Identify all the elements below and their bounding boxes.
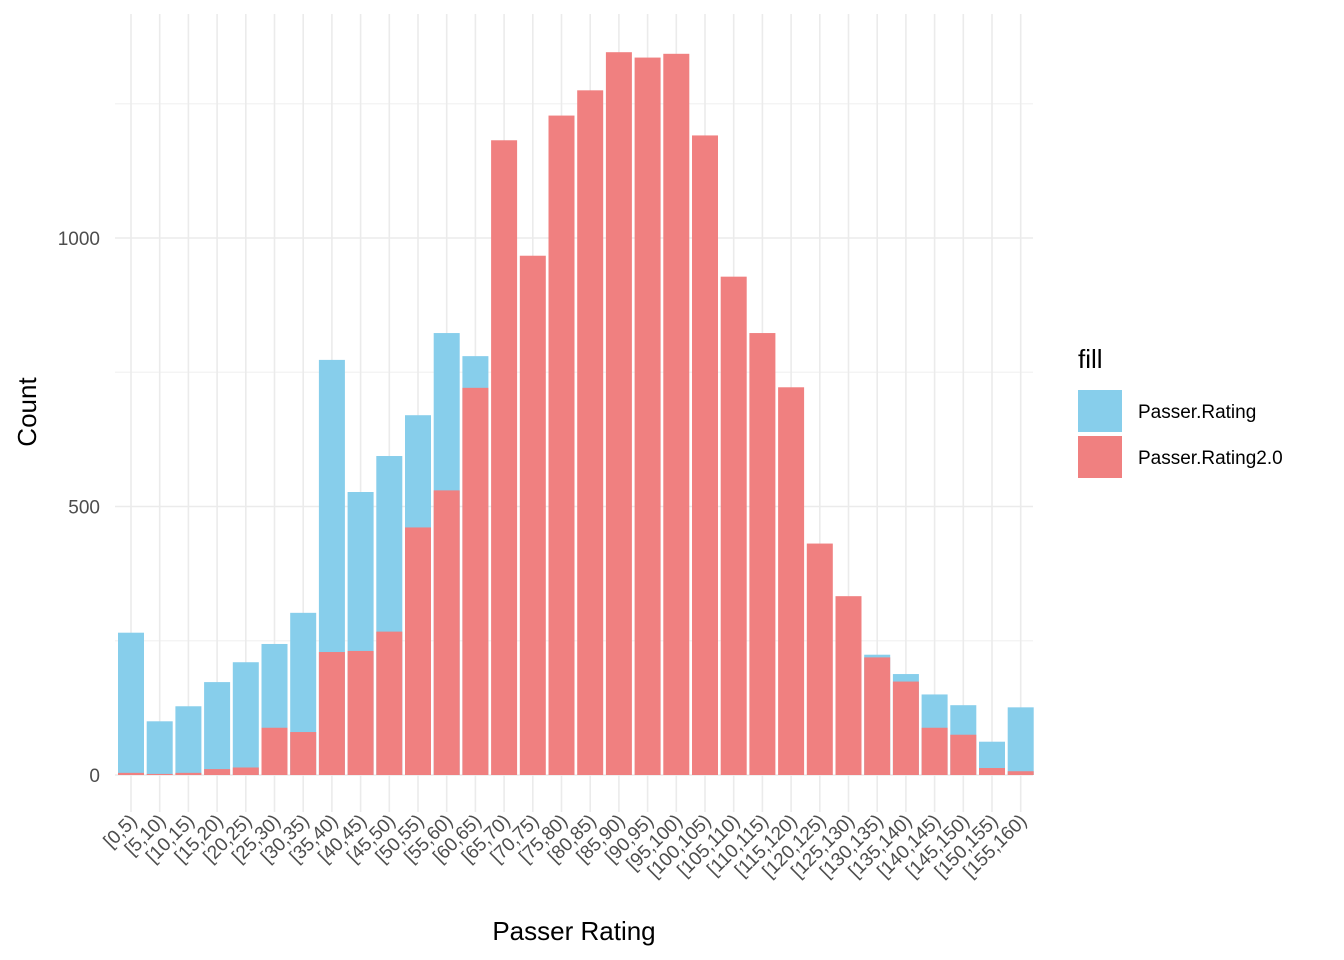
bar-passer-rating2-0 bbox=[979, 768, 1005, 775]
bar-passer-rating2-0 bbox=[232, 767, 259, 775]
bar-passer-rating2-0 bbox=[347, 650, 374, 775]
bar-passer-rating2-0 bbox=[692, 135, 718, 776]
legend-label: Passer.Rating bbox=[1138, 402, 1256, 423]
bar-passer-rating2-0 bbox=[204, 769, 231, 775]
y-tick-label: 500 bbox=[68, 498, 100, 519]
bar-passer-rating2-0 bbox=[1007, 771, 1034, 775]
bar-passer-rating2-0 bbox=[835, 596, 862, 775]
bar-passer-rating2-0 bbox=[290, 732, 317, 775]
bar-passer-rating2-0 bbox=[405, 527, 431, 775]
bar-passer-rating bbox=[204, 682, 231, 775]
bar-passer-rating2-0 bbox=[462, 387, 489, 775]
y-axis-ticks: 0 500 1000 bbox=[58, 229, 100, 787]
y-axis-title: Count bbox=[12, 377, 42, 447]
bar-passer-rating2-0 bbox=[806, 543, 833, 775]
legend-label: Passer.Rating2.0 bbox=[1138, 448, 1283, 469]
x-axis-ticks: [0,5)[5,10)[10,15)[15,20)[20,25)[25,30)[… bbox=[100, 811, 1031, 883]
bar-passer-rating2-0 bbox=[146, 773, 173, 775]
bar-passer-rating2-0 bbox=[175, 772, 202, 775]
bar-passer-rating2-0 bbox=[921, 727, 948, 775]
bar-passer-rating2-0 bbox=[548, 115, 575, 775]
bar-passer-rating2-0 bbox=[778, 387, 805, 775]
bar-passer-rating2-0 bbox=[376, 631, 403, 775]
bar-passer-rating2-0 bbox=[519, 255, 546, 775]
bar-passer-rating bbox=[146, 721, 173, 775]
bar-passer-rating bbox=[175, 706, 202, 775]
bar-passer-rating2-0 bbox=[892, 681, 919, 775]
bar-passer-rating2-0 bbox=[318, 652, 345, 775]
bar-passer-rating2-0 bbox=[749, 333, 776, 775]
bar-passer-rating2-0 bbox=[950, 734, 977, 775]
bar-passer-rating2-0 bbox=[577, 90, 604, 775]
bar-passer-rating2-0 bbox=[433, 490, 460, 775]
bar-passer-rating2-0 bbox=[261, 727, 288, 775]
y-tick-label: 0 bbox=[89, 766, 100, 787]
bar-passer-rating bbox=[1007, 707, 1034, 775]
bar-passer-rating2-0 bbox=[605, 52, 632, 775]
bar-passer-rating bbox=[118, 632, 144, 775]
bar-passer-rating bbox=[232, 662, 259, 775]
legend: fill Passer.Rating Passer.Rating2.0 bbox=[1078, 344, 1283, 478]
bar-passer-rating2-0 bbox=[634, 57, 661, 776]
bar-passer-rating2-0 bbox=[491, 140, 518, 776]
bars bbox=[118, 52, 1034, 776]
legend-swatch bbox=[1078, 390, 1122, 432]
legend-swatch bbox=[1078, 436, 1122, 478]
bar-passer-rating2-0 bbox=[663, 53, 690, 775]
bar-passer-rating2-0 bbox=[118, 772, 144, 775]
bar-passer-rating2-0 bbox=[864, 657, 891, 775]
legend-title: fill bbox=[1078, 344, 1103, 374]
y-tick-label: 1000 bbox=[58, 229, 100, 250]
x-axis-title: Passer Rating bbox=[492, 916, 655, 946]
bar-passer-rating2-0 bbox=[720, 276, 747, 775]
